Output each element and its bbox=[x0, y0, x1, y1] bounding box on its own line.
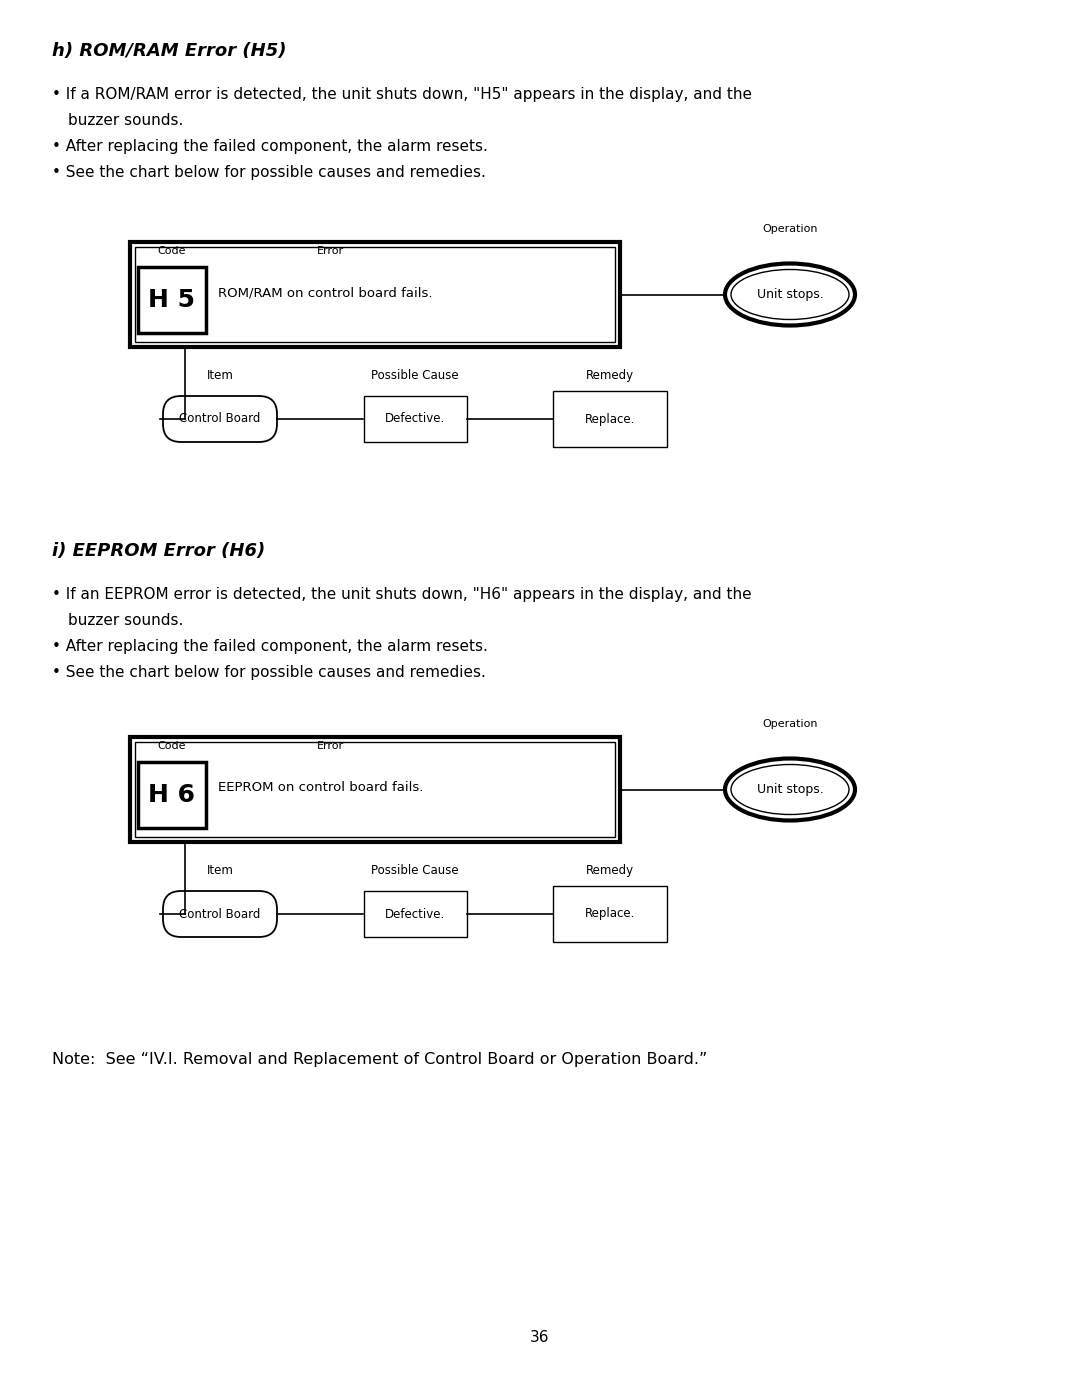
Text: • After replacing the failed component, the alarm resets.: • After replacing the failed component, … bbox=[52, 638, 488, 654]
Bar bbox=[138, 267, 206, 332]
Text: Code: Code bbox=[158, 246, 186, 256]
Ellipse shape bbox=[725, 759, 855, 820]
Text: • If an EEPROM error is detected, the unit shuts down, "H6" appears in the displ: • If an EEPROM error is detected, the un… bbox=[52, 587, 752, 602]
Bar bbox=[364, 395, 467, 441]
Text: Item: Item bbox=[206, 369, 233, 381]
Text: H 6: H 6 bbox=[149, 782, 195, 807]
Text: H 5: H 5 bbox=[149, 288, 195, 312]
Bar bbox=[135, 247, 615, 342]
FancyBboxPatch shape bbox=[163, 891, 276, 937]
Ellipse shape bbox=[731, 270, 849, 320]
Text: Unit stops.: Unit stops. bbox=[757, 288, 823, 300]
Text: Operation: Operation bbox=[762, 224, 818, 235]
Text: Item: Item bbox=[206, 863, 233, 877]
Bar bbox=[138, 761, 206, 828]
Bar bbox=[553, 391, 667, 447]
Bar bbox=[364, 891, 467, 937]
Text: • After replacing the failed component, the alarm resets.: • After replacing the failed component, … bbox=[52, 138, 488, 154]
Text: Unit stops.: Unit stops. bbox=[757, 782, 823, 796]
Bar bbox=[135, 742, 615, 837]
Text: Replace.: Replace. bbox=[584, 908, 635, 921]
Text: Replace.: Replace. bbox=[584, 412, 635, 426]
Text: • If a ROM/RAM error is detected, the unit shuts down, "H5" appears in the displ: • If a ROM/RAM error is detected, the un… bbox=[52, 87, 752, 102]
Ellipse shape bbox=[731, 764, 849, 814]
Text: Error: Error bbox=[316, 246, 343, 256]
Text: Possible Cause: Possible Cause bbox=[372, 863, 459, 877]
Text: h) ROM/RAM Error (H5): h) ROM/RAM Error (H5) bbox=[52, 42, 286, 60]
Text: Note:  See “IV.I. Removal and Replacement of Control Board or Operation Board.”: Note: See “IV.I. Removal and Replacement… bbox=[52, 1052, 707, 1067]
Text: buzzer sounds.: buzzer sounds. bbox=[68, 113, 184, 129]
Text: Error: Error bbox=[316, 740, 343, 752]
Text: ROM/RAM on control board fails.: ROM/RAM on control board fails. bbox=[218, 286, 432, 299]
Bar bbox=[130, 738, 620, 842]
Ellipse shape bbox=[725, 264, 855, 326]
Text: Possible Cause: Possible Cause bbox=[372, 369, 459, 381]
Text: Code: Code bbox=[158, 740, 186, 752]
Text: Remedy: Remedy bbox=[586, 369, 634, 381]
Bar bbox=[130, 242, 620, 346]
Bar bbox=[553, 886, 667, 942]
Text: Defective.: Defective. bbox=[384, 412, 445, 426]
Text: • See the chart below for possible causes and remedies.: • See the chart below for possible cause… bbox=[52, 665, 486, 680]
Text: buzzer sounds.: buzzer sounds. bbox=[68, 613, 184, 629]
Text: 36: 36 bbox=[530, 1330, 550, 1345]
Text: Control Board: Control Board bbox=[179, 412, 260, 426]
FancyBboxPatch shape bbox=[163, 395, 276, 441]
Text: i) EEPROM Error (H6): i) EEPROM Error (H6) bbox=[52, 542, 266, 560]
Text: Remedy: Remedy bbox=[586, 863, 634, 877]
Text: EEPROM on control board fails.: EEPROM on control board fails. bbox=[218, 781, 423, 793]
Text: Defective.: Defective. bbox=[384, 908, 445, 921]
Text: • See the chart below for possible causes and remedies.: • See the chart below for possible cause… bbox=[52, 165, 486, 180]
Text: Control Board: Control Board bbox=[179, 908, 260, 921]
Text: Operation: Operation bbox=[762, 719, 818, 729]
